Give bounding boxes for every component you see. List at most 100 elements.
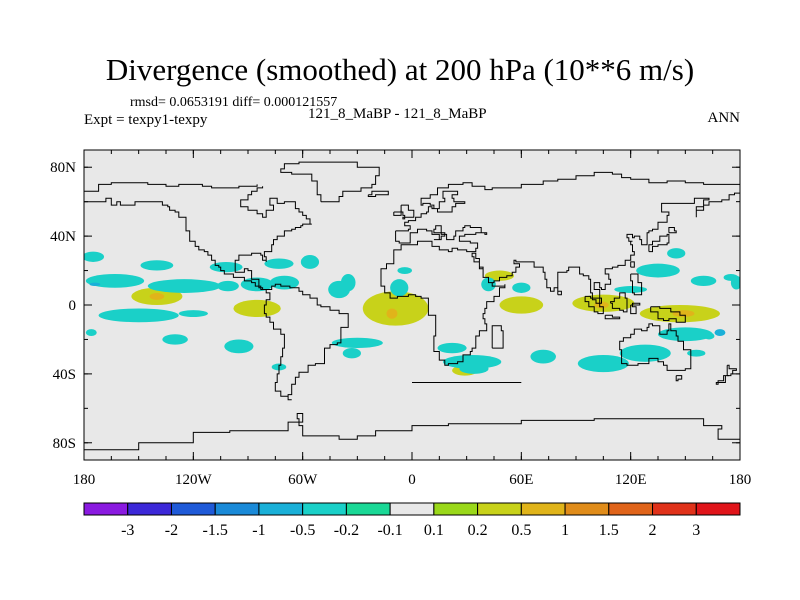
coastline-13 bbox=[610, 292, 628, 313]
anomaly-region-35 bbox=[459, 363, 489, 374]
coastline-24 bbox=[84, 413, 740, 451]
coastline-20 bbox=[619, 323, 692, 371]
colorbar-label-5: -0.2 bbox=[334, 522, 359, 539]
case-line: 121_8_MaBP - 121_8_MaBP bbox=[308, 106, 487, 122]
y-tick-label-0: 80N bbox=[50, 160, 76, 176]
anomaly-region-30 bbox=[342, 348, 361, 359]
anomaly-region-11 bbox=[233, 299, 281, 318]
colorbar-box-9 bbox=[477, 502, 522, 516]
coastline-4 bbox=[400, 204, 415, 220]
colorbar-label-3: -1 bbox=[252, 522, 265, 539]
colorbar-label-10: 1 bbox=[561, 522, 569, 539]
x-tick-label-5: 120E bbox=[615, 472, 647, 488]
coastline-21 bbox=[675, 375, 683, 382]
anomaly-region-17 bbox=[140, 260, 174, 271]
anomaly-region-25 bbox=[224, 339, 254, 354]
stats-line: rmsd= 0.0653191 diff= 0.000121557 bbox=[130, 95, 338, 110]
x-tick-label-4: 60E bbox=[509, 472, 533, 488]
colorbar-box-8 bbox=[433, 502, 479, 516]
colorbar-box-11 bbox=[564, 502, 610, 516]
coastline-5 bbox=[393, 210, 402, 216]
anomaly-region-13 bbox=[147, 279, 221, 293]
colorbar-box-0 bbox=[83, 502, 129, 516]
anomaly-region-48 bbox=[703, 332, 715, 340]
x-tick-label-6: 180 bbox=[729, 472, 752, 488]
anomaly-region-44 bbox=[690, 275, 717, 287]
colorbar-box-14 bbox=[695, 502, 741, 516]
anomaly-region-18 bbox=[209, 261, 243, 273]
map-axes: 180 120W 60W 0 60E 120E 180 80N 40N 0 40S 80S bbox=[50, 150, 751, 488]
colorbar-label-1: -2 bbox=[165, 522, 178, 539]
colorbar-box-5 bbox=[302, 502, 347, 516]
coastline-15 bbox=[650, 306, 686, 323]
anomaly-region-49 bbox=[714, 329, 726, 336]
y-tick-label-2: 0 bbox=[69, 298, 77, 314]
coastline-16 bbox=[630, 273, 643, 296]
colorbar-label-6: -0.1 bbox=[377, 522, 402, 539]
anomaly-region-39 bbox=[577, 354, 629, 373]
anomaly-region-50 bbox=[89, 282, 101, 287]
x-tick-label-2: 60W bbox=[288, 472, 318, 488]
colorbar-label-12: 2 bbox=[649, 522, 657, 539]
anomaly-region-46 bbox=[85, 329, 97, 336]
anomaly-region-23 bbox=[178, 310, 208, 318]
colorbar-label-9: 0.5 bbox=[511, 522, 531, 539]
anomaly-region-51 bbox=[667, 248, 686, 259]
anomaly-region-26 bbox=[331, 337, 383, 349]
anomaly-region-16 bbox=[269, 275, 300, 290]
anomaly-region-38 bbox=[530, 349, 556, 364]
expt-line: Expt = texpy1-texpy bbox=[84, 112, 208, 128]
y-tick-label-3: 40S bbox=[53, 367, 76, 383]
anomaly-region-32 bbox=[390, 279, 409, 297]
coastline-22 bbox=[726, 364, 737, 377]
colorbar-label-13: 3 bbox=[692, 522, 700, 539]
colorbar-box-12 bbox=[608, 502, 654, 516]
coastline-17 bbox=[630, 261, 635, 268]
anomaly-region-20 bbox=[300, 255, 320, 269]
colorbar-box-1 bbox=[127, 502, 172, 516]
anomaly-region-33 bbox=[437, 342, 467, 354]
coastline-12 bbox=[604, 314, 621, 320]
colorbar-box-13 bbox=[652, 502, 697, 516]
x-tick-label-1: 120W bbox=[175, 472, 213, 488]
coastline-6 bbox=[395, 171, 740, 232]
anomaly-region-8 bbox=[149, 292, 165, 300]
colorbar: -3 -2 -1.5 -1 -0.5 -0.2 -0.1 0.1 0.2 0.5 1 1.5 2 3 bbox=[83, 502, 741, 539]
colorbar-box-4 bbox=[258, 502, 304, 516]
y-tick-label-4: 80S bbox=[53, 436, 76, 452]
colorbar-box-3 bbox=[214, 502, 260, 516]
anomaly-region-2 bbox=[499, 296, 544, 314]
coastline-9 bbox=[491, 325, 504, 349]
coastline-19 bbox=[668, 227, 677, 234]
coastline-0 bbox=[84, 182, 258, 192]
coastline-3 bbox=[367, 190, 389, 197]
divergence-field bbox=[84, 248, 740, 376]
anomaly-region-9 bbox=[484, 270, 515, 281]
anomaly-region-19 bbox=[264, 258, 294, 269]
colorbar-box-6 bbox=[345, 502, 391, 516]
anomaly-region-40 bbox=[636, 263, 680, 278]
x-tick-label-3: 0 bbox=[408, 472, 416, 488]
anomaly-region-22 bbox=[98, 308, 179, 323]
coastlines bbox=[84, 161, 740, 451]
coastline-1 bbox=[84, 186, 349, 401]
anomaly-region-24 bbox=[162, 334, 188, 345]
anomaly-region-37 bbox=[512, 282, 531, 293]
anomaly-region-43 bbox=[614, 286, 648, 293]
anomaly-region-6 bbox=[672, 310, 695, 318]
colorbar-label-0: -3 bbox=[121, 522, 134, 539]
colorbar-box-10 bbox=[520, 502, 566, 516]
coastline-18 bbox=[648, 233, 670, 253]
chart-title: Divergence (smoothed) at 200 hPa (10**6 … bbox=[105, 52, 695, 87]
colorbar-label-11: 1.5 bbox=[599, 522, 619, 539]
colorbar-label-8: 0.2 bbox=[468, 522, 488, 539]
coastline-14 bbox=[630, 302, 641, 315]
anomaly-region-21 bbox=[84, 251, 105, 262]
colorbar-box-7 bbox=[389, 502, 435, 516]
anomaly-region-1 bbox=[386, 308, 398, 319]
colorbar-label-7: 0.1 bbox=[424, 522, 444, 539]
anomaly-region-52 bbox=[723, 274, 739, 281]
x-tick-label-0: 180 bbox=[73, 472, 96, 488]
anomaly-region-47 bbox=[687, 349, 706, 357]
